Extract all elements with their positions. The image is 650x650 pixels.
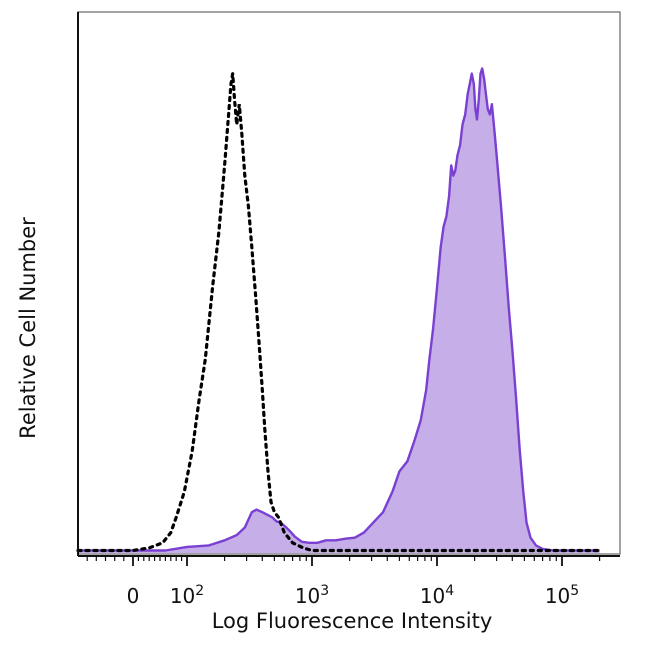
series-layer	[76, 67, 602, 553]
stained-histogram-fill	[78, 68, 600, 553]
x-tick-label: 102	[170, 583, 204, 608]
control-histogram-line	[76, 73, 602, 553]
x-tick-label: 104	[420, 583, 454, 608]
x-tick-layer: 0 102 103 104 105	[86, 556, 601, 608]
plot-frame	[77, 11, 621, 555]
x-tick-label: 103	[295, 583, 329, 608]
x-tick-label: 0	[127, 584, 140, 608]
x-axis-title: Log Fluorescence Intensity	[212, 609, 493, 633]
x-tick-label: 105	[545, 583, 579, 608]
y-axis-title: Relative Cell Number	[16, 217, 40, 439]
stained-histogram-line	[78, 67, 600, 552]
